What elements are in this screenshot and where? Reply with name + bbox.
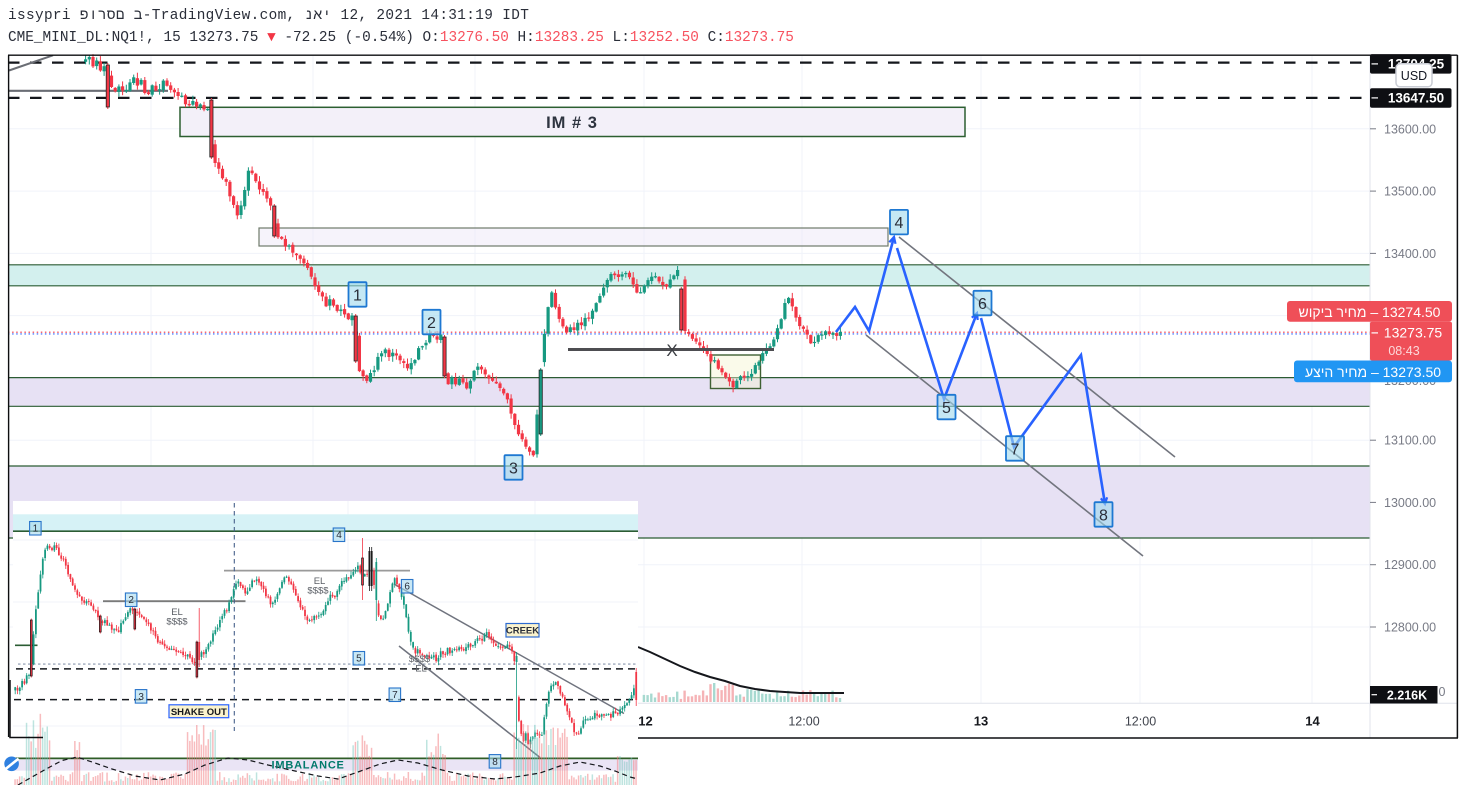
svg-text:13000.00: 13000.00 [1384,496,1436,510]
svg-text:CREEK: CREEK [506,626,539,637]
svg-text:USD: USD [1401,69,1427,83]
svg-text:$$$$: $$$$ [409,654,431,665]
svg-text:12:00: 12:00 [788,715,819,729]
svg-text:EL: EL [415,664,427,675]
svg-text:1: 1 [353,287,362,304]
svg-text:5: 5 [356,654,362,665]
svg-text:13600.00: 13600.00 [1384,122,1436,136]
svg-text:13647.50: 13647.50 [1388,91,1444,106]
svg-text:08:43: 08:43 [1388,344,1419,358]
svg-text:13500.00: 13500.00 [1384,185,1436,199]
svg-text:13400.00: 13400.00 [1384,247,1436,261]
svg-text:12800.00: 12800.00 [1384,621,1436,635]
svg-text:6: 6 [404,582,410,593]
svg-text:2: 2 [427,315,436,332]
svg-text:3: 3 [509,460,518,477]
svg-text:12: 12 [638,714,652,729]
svg-text:4: 4 [895,215,904,232]
svg-text:EL: EL [314,576,326,587]
svg-text:13100.00: 13100.00 [1384,434,1436,448]
svg-text:0: 0 [1439,685,1446,699]
svg-text:EL: EL [171,607,183,618]
svg-text:14: 14 [1305,714,1320,729]
svg-text:$$$$: $$$$ [166,617,188,628]
svg-text:שוקיב ריחמ – 13274.50: שוקיב ריחמ – 13274.50 [1299,304,1441,320]
svg-text:SHAKE OUT: SHAKE OUT [171,707,227,718]
svg-text:13273.75: 13273.75 [1384,325,1443,341]
svg-text:13: 13 [974,714,988,729]
svg-text:X: X [666,341,677,360]
svg-text:6: 6 [978,296,987,313]
svg-text:8: 8 [492,757,498,768]
svg-text:2.216K: 2.216K [1387,689,1427,703]
svg-text:IM # 3: IM # 3 [546,114,598,132]
svg-text:1: 1 [33,524,39,535]
svg-text:7: 7 [1011,441,1020,458]
svg-text:$$$$: $$$$ [307,586,329,597]
svg-text:12:00: 12:00 [1125,715,1156,729]
svg-text:IMBALANCE: IMBALANCE [272,760,345,772]
svg-text:7: 7 [392,690,398,701]
svg-text:2: 2 [128,595,134,606]
svg-text:3: 3 [138,692,144,703]
svg-text:4: 4 [336,530,342,541]
svg-text:עציה ריחמ – 13273.50: עציה ריחמ – 13273.50 [1305,364,1441,380]
svg-text:12900.00: 12900.00 [1384,558,1436,572]
svg-text:8: 8 [1099,507,1108,524]
svg-text:5: 5 [942,400,951,417]
